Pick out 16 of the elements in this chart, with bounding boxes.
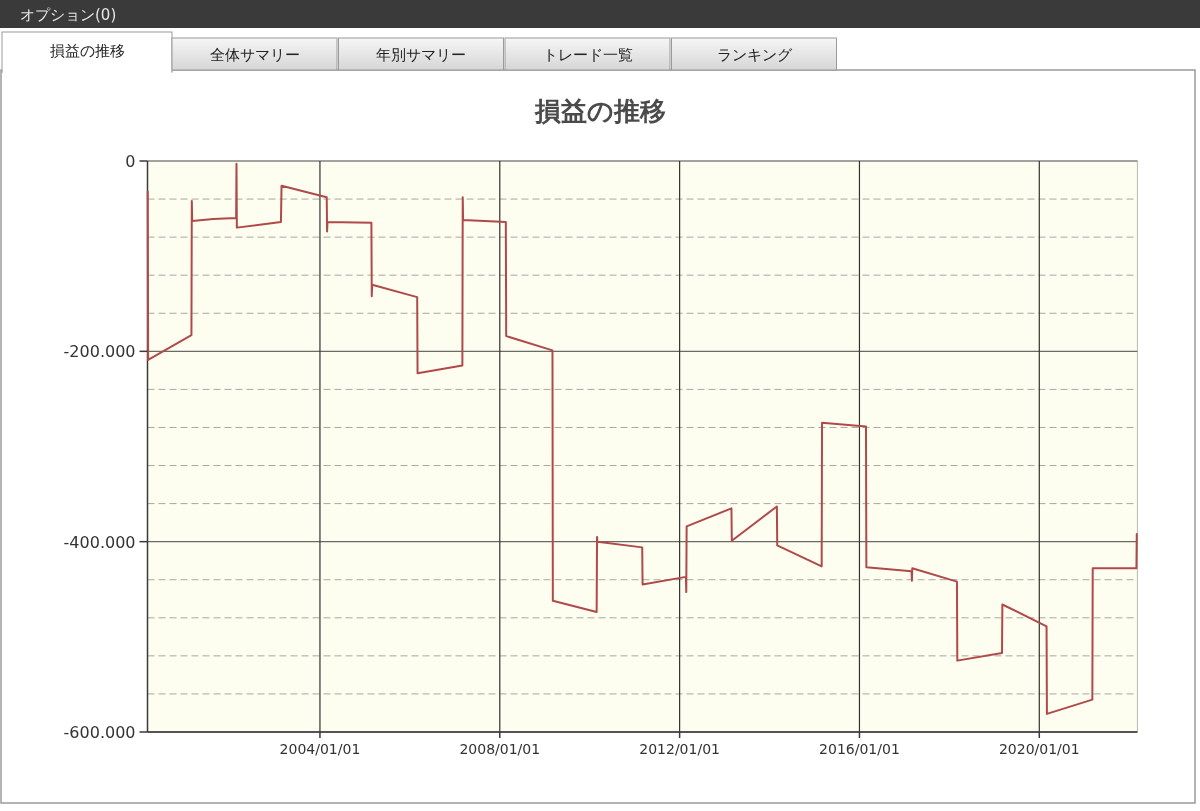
x-tick-label: 2004/01/01 bbox=[279, 741, 361, 757]
tab: ランキング bbox=[671, 37, 837, 71]
y-tick-label: -600.000 bbox=[63, 723, 136, 742]
x-tick-label: 2008/01/01 bbox=[459, 741, 541, 757]
x-tick-label: 2016/01/01 bbox=[819, 741, 900, 757]
title: 損益の推移 bbox=[534, 96, 666, 126]
y-tick-label: -400.000 bbox=[63, 532, 136, 552]
tab: 損益の推移 bbox=[1, 31, 173, 74]
x-tick-label: 2020/01/01 bbox=[998, 741, 1080, 757]
y-tick-label: -200.000 bbox=[63, 342, 136, 362]
tab: 年別サマリー bbox=[338, 37, 504, 71]
y-tick-label: 0 bbox=[125, 152, 136, 171]
tab: トレード一覧 bbox=[504, 37, 671, 71]
x-tick-label: 2012/01/01 bbox=[639, 741, 720, 757]
tab: 全体サマリー bbox=[171, 37, 338, 71]
header-text: オプション(0) bbox=[20, 6, 117, 24]
